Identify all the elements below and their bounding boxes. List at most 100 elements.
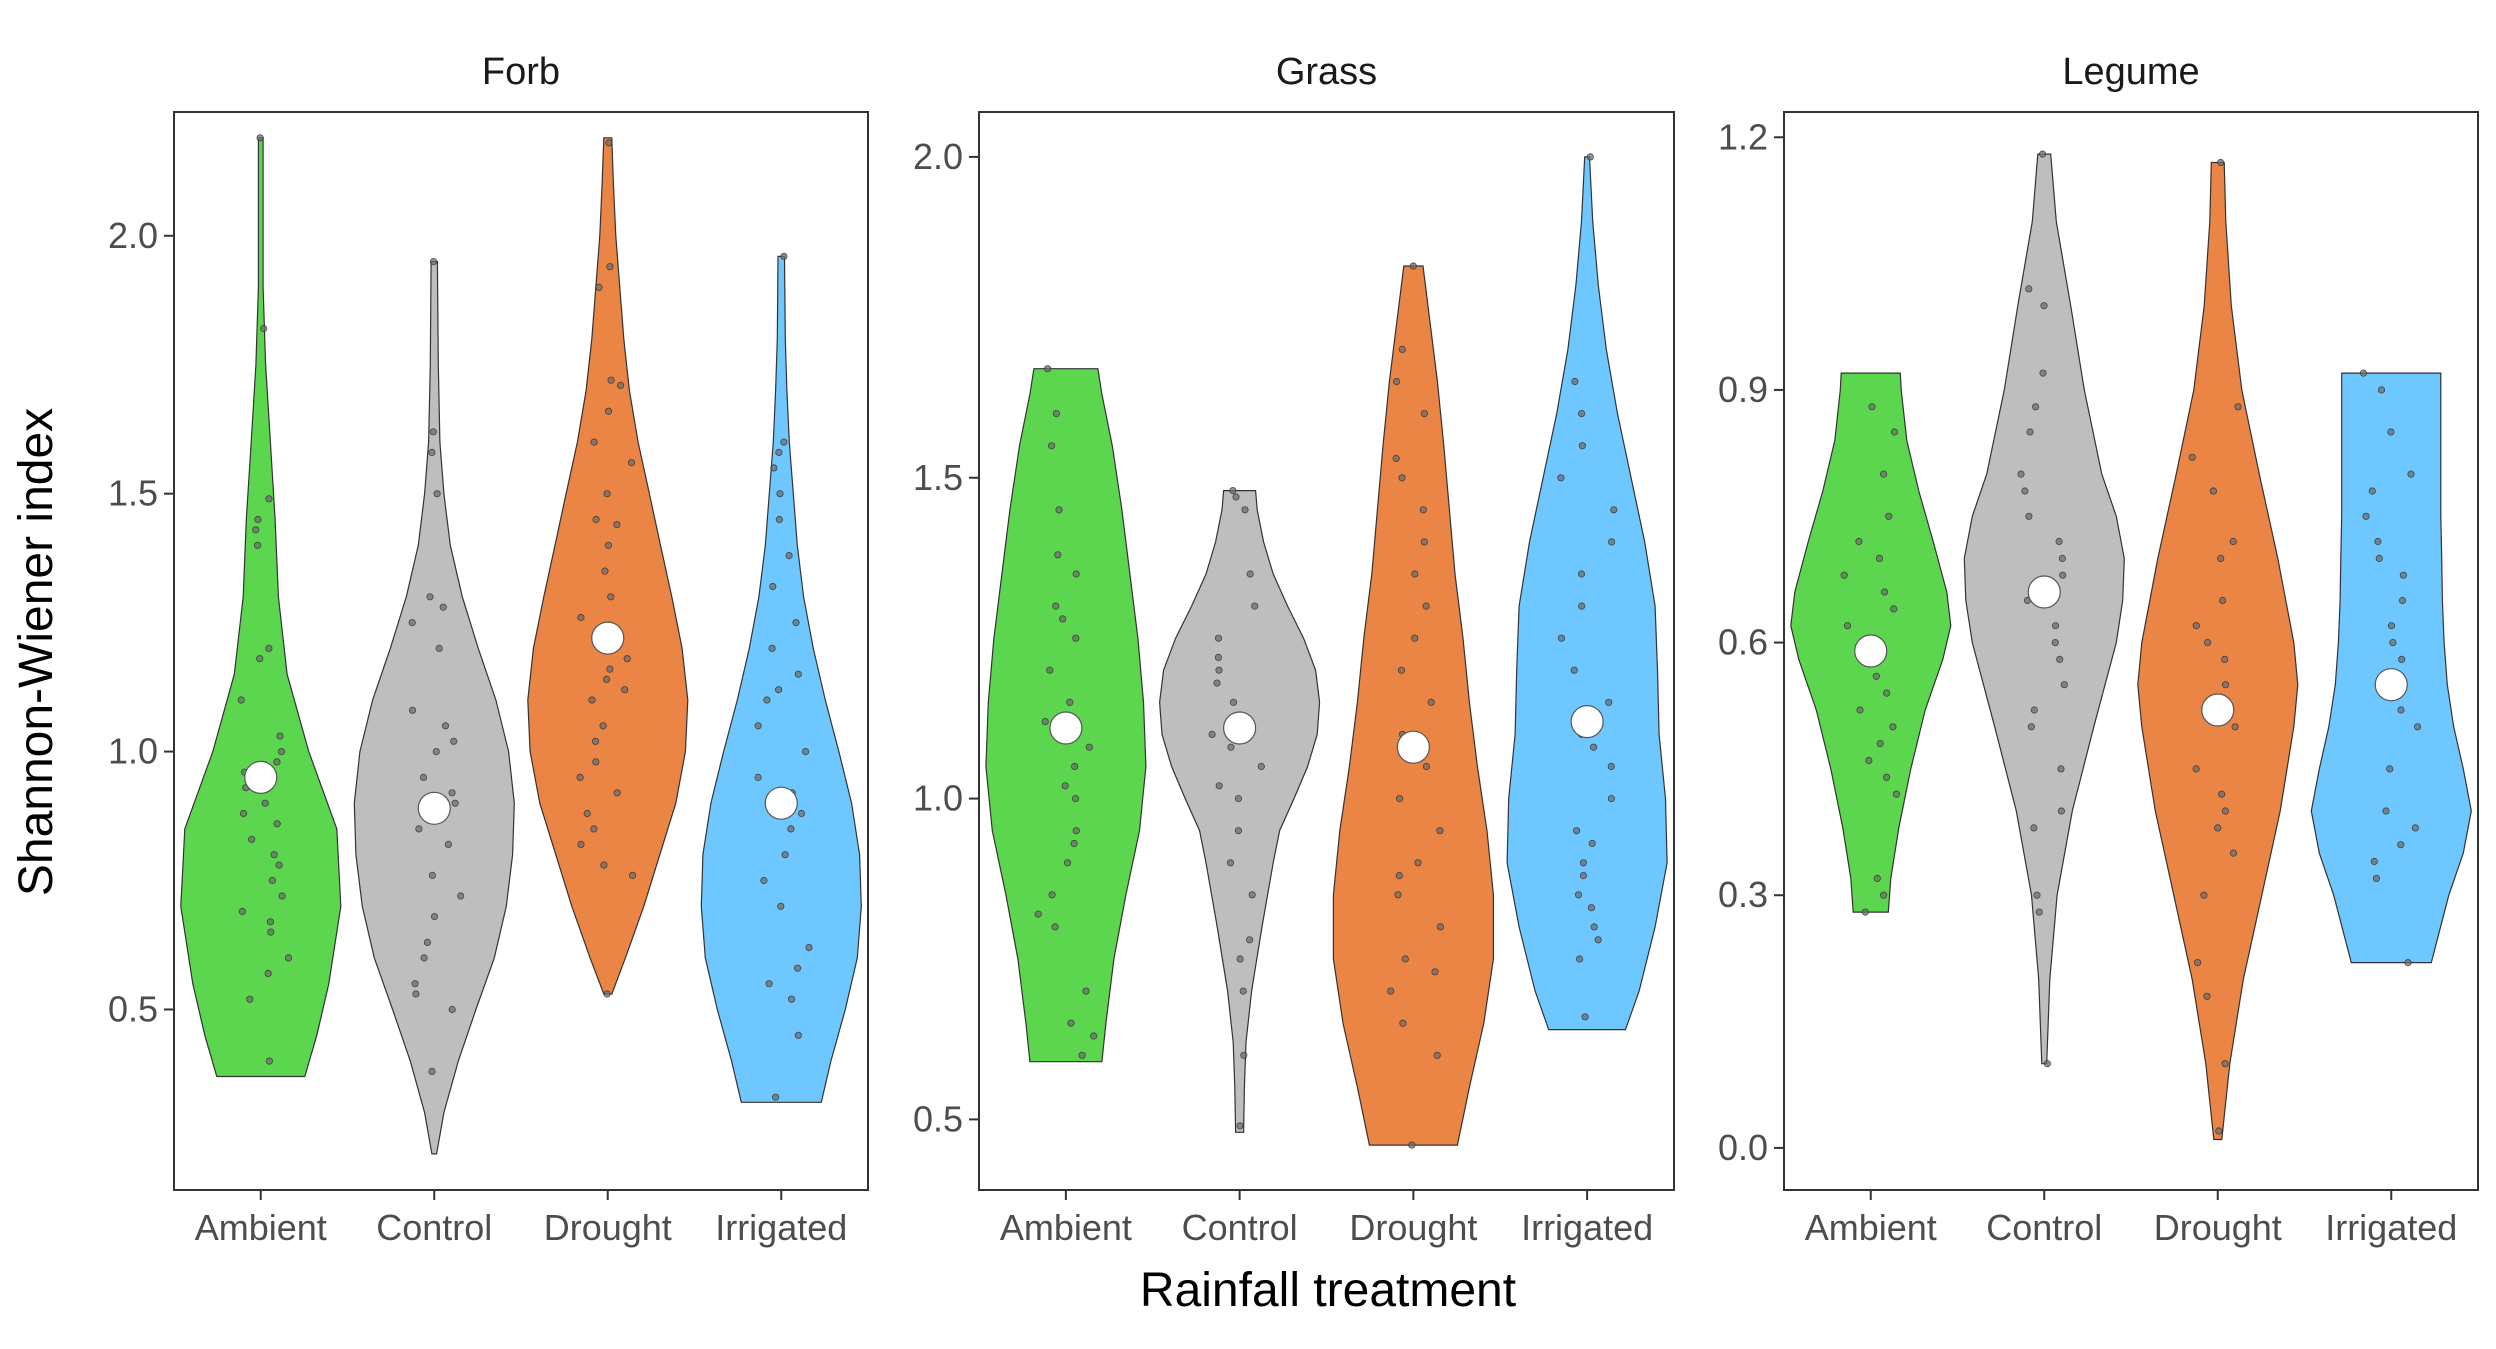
data-point xyxy=(1885,512,1893,520)
mean-marker-irrigated xyxy=(2374,668,2408,702)
data-point xyxy=(1571,377,1579,386)
data-point xyxy=(2030,824,2038,832)
data-point xyxy=(1586,153,1594,161)
data-point xyxy=(2389,638,2397,647)
x-axis-title: Rainfall treatment xyxy=(1140,1264,1516,1317)
data-point xyxy=(787,995,796,1003)
data-point xyxy=(577,613,585,622)
data-point xyxy=(2231,723,2239,731)
panel-legume: Legume Ambient Control Drought Irrigated 0.0 0… xyxy=(1718,51,2479,1248)
data-point xyxy=(588,696,596,704)
data-point xyxy=(605,139,613,147)
data-point xyxy=(794,1031,802,1039)
data-point xyxy=(430,912,439,921)
violin-drought xyxy=(527,137,689,995)
data-point xyxy=(1570,666,1578,674)
data-point xyxy=(607,593,615,601)
data-point xyxy=(1855,537,1863,546)
data-point xyxy=(1880,470,1888,478)
data-point xyxy=(2229,537,2237,546)
data-point xyxy=(2411,824,2419,832)
data-point xyxy=(1078,1051,1086,1059)
data-point xyxy=(2192,765,2200,773)
data-point xyxy=(246,995,254,1003)
data-point xyxy=(1234,827,1243,835)
data-point xyxy=(429,428,437,436)
data-point xyxy=(1578,602,1586,610)
data-point xyxy=(1236,955,1244,963)
x-tick-label: Control xyxy=(1986,1207,2102,1248)
data-point xyxy=(2221,1060,2229,1068)
data-point xyxy=(260,324,268,333)
data-point xyxy=(2025,512,2033,520)
data-point xyxy=(1236,1122,1244,1130)
data-point xyxy=(1063,859,1072,867)
data-point xyxy=(1054,551,1062,559)
data-point xyxy=(1890,605,1898,613)
data-point xyxy=(284,954,293,962)
data-point xyxy=(1865,756,1873,765)
data-point xyxy=(1883,773,1891,781)
data-point xyxy=(1246,570,1254,578)
mean-marker-drought xyxy=(591,621,625,655)
data-point xyxy=(2399,571,2407,579)
data-point xyxy=(2398,596,2407,605)
data-point xyxy=(1240,1051,1248,1059)
data-point xyxy=(278,892,286,900)
data-point xyxy=(2027,723,2035,731)
data-point xyxy=(1880,891,1888,899)
data-point xyxy=(1234,794,1243,803)
data-point xyxy=(1239,987,1247,995)
data-point xyxy=(1436,827,1444,835)
mean-marker-ambient xyxy=(1854,634,1888,668)
data-point xyxy=(432,747,440,756)
data-point xyxy=(1071,762,1079,771)
data-point xyxy=(1420,538,1428,546)
data-point xyxy=(2194,958,2202,967)
data-point xyxy=(254,541,262,549)
x-tick-label: Control xyxy=(376,1207,492,1248)
violin-ambient xyxy=(180,137,342,1078)
data-point xyxy=(428,871,436,880)
data-point xyxy=(2386,765,2394,773)
data-point xyxy=(428,1067,436,1076)
data-point xyxy=(616,381,625,389)
data-point xyxy=(2200,891,2208,899)
x-tick-label: Ambient xyxy=(1805,1207,1937,1248)
data-point xyxy=(1046,666,1054,674)
data-point xyxy=(2192,622,2200,630)
data-point xyxy=(1414,859,1422,867)
data-point xyxy=(2382,807,2390,815)
mean-marker-control xyxy=(2027,575,2061,609)
data-point xyxy=(1607,762,1615,771)
mean-marker-irrigated xyxy=(764,786,798,820)
data-point xyxy=(1608,538,1616,546)
data-point xyxy=(2057,765,2065,773)
data-point xyxy=(2026,428,2034,436)
data-point xyxy=(1208,730,1216,739)
data-point xyxy=(1875,554,1884,563)
data-point xyxy=(785,551,793,560)
data-point xyxy=(426,593,434,601)
data-point xyxy=(2377,386,2386,394)
data-point xyxy=(1070,839,1078,848)
x-tick-label: Irrigated xyxy=(2325,1207,2457,1248)
data-point xyxy=(1890,428,1899,436)
data-point xyxy=(2056,655,2064,664)
data-point xyxy=(623,655,631,663)
data-point xyxy=(2025,285,2033,293)
data-point xyxy=(768,644,776,653)
data-point xyxy=(238,907,246,916)
data-point xyxy=(265,495,273,503)
data-point xyxy=(408,706,417,714)
data-point xyxy=(1433,1051,1441,1059)
data-point xyxy=(1409,262,1417,270)
y-tick-label: 1.5 xyxy=(108,473,158,514)
data-point xyxy=(602,675,611,684)
y-tick-label: 0.6 xyxy=(1718,622,1768,663)
data-point xyxy=(268,876,276,885)
data-point xyxy=(451,799,459,807)
data-point xyxy=(1044,365,1052,373)
data-point xyxy=(265,1057,273,1065)
